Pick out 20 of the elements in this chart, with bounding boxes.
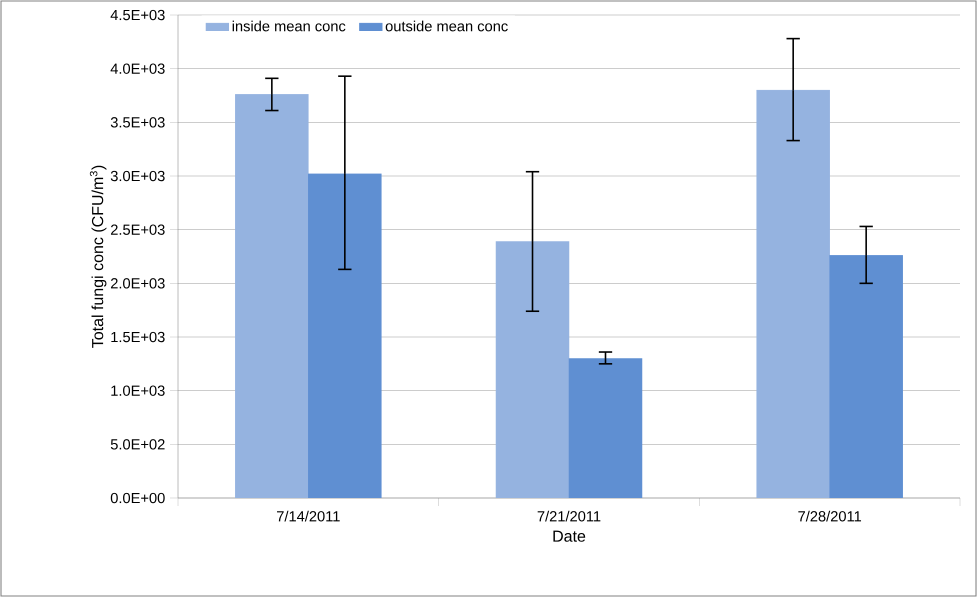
- legend-label: outside mean conc: [386, 20, 508, 32]
- y-tick-label: 2.5E+03: [110, 224, 165, 235]
- bar: [308, 174, 382, 498]
- legend-label: inside mean conc: [232, 20, 346, 32]
- y-tick-label: 2.0E+03: [110, 278, 165, 289]
- x-axis-title: Date: [553, 530, 586, 542]
- y-tick-label: 5.0E+02: [110, 439, 165, 450]
- y-tick-label: 3.5E+03: [110, 117, 165, 128]
- x-tick-label: 7/28/2011: [798, 510, 862, 522]
- y-tick-label: 3.0E+03: [110, 170, 165, 182]
- bar: [829, 255, 903, 498]
- bar: [568, 358, 642, 498]
- y-axis-title: Total fungi conc (CFU/m$^{3}$): [90, 166, 106, 348]
- y-tick-label: 0.0E+00: [110, 492, 165, 504]
- x-tick-label: 7/21/2011: [538, 510, 600, 522]
- y-tick-label: 1.5E+03: [111, 332, 165, 342]
- y-tick-label: 4.0E+03: [110, 63, 165, 74]
- y-tick-label: 4.5E+03: [110, 10, 165, 20]
- y-tick-label: 1.0E+03: [111, 385, 165, 396]
- x-tick-label: 7/14/2011: [277, 510, 340, 522]
